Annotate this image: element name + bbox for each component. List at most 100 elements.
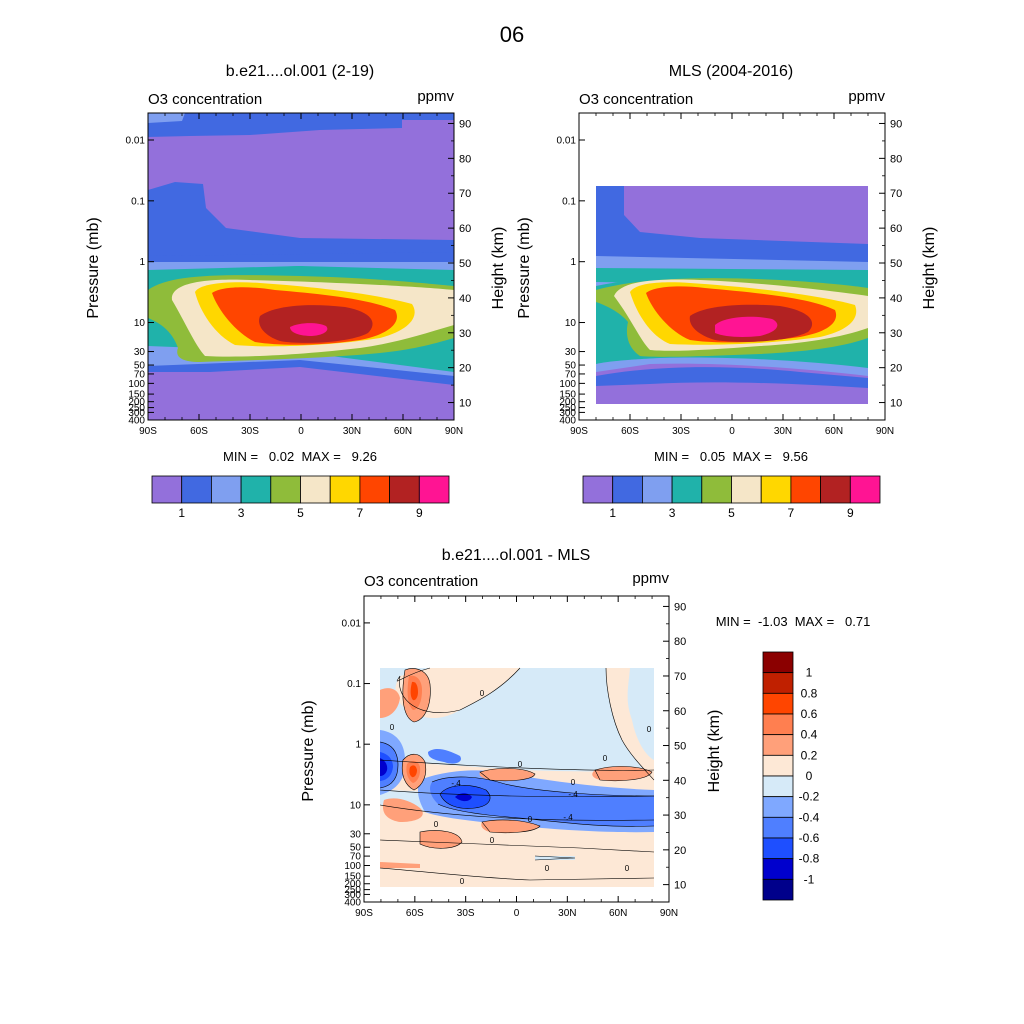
min-max-stats: MIN = -1.03 MAX = 0.71 <box>716 614 871 629</box>
colorbar-label: -0.4 <box>799 810 820 824</box>
height-tick-label: 60 <box>890 223 902 235</box>
height-tick-label: 40 <box>890 293 902 305</box>
colorbar-label: 5 <box>728 506 735 520</box>
y-tick-label: 70 <box>565 369 577 380</box>
contour-label: 0 <box>390 723 395 732</box>
contour-field <box>596 186 868 404</box>
y-tick-label: 70 <box>134 369 146 380</box>
contour-label: -.4 <box>563 813 573 822</box>
y-tick-label: 1 <box>139 257 145 268</box>
height-tick-label: 50 <box>459 258 471 270</box>
colorbar-swatch <box>762 692 794 715</box>
colorbar-label: 0.8 <box>801 686 818 700</box>
y-axis-label-right: Height (km) <box>921 227 938 310</box>
height-tick-label: 70 <box>674 671 686 683</box>
colorbar-swatch <box>760 475 792 504</box>
x-tick-label: 0 <box>729 426 735 437</box>
height-tick-label: 50 <box>890 258 902 270</box>
y-tick-label: 300 <box>128 408 145 419</box>
height-tick-label: 20 <box>890 363 902 375</box>
colorbar-swatch <box>240 475 272 504</box>
y-tick-label: 300 <box>344 890 361 901</box>
x-tick-label: 30S <box>672 426 690 437</box>
y-tick-label: 1 <box>570 257 576 268</box>
x-tick-label: 60S <box>406 908 424 919</box>
y-tick-label: 30 <box>134 347 146 358</box>
colorbar-swatch <box>731 475 762 504</box>
panel-mls: MLS (2004-2016) O3 concentration ppmv 90… <box>516 63 938 520</box>
contour-label: 0 <box>647 725 652 734</box>
contour-band-positive-0.2 <box>382 798 423 822</box>
y-tick-label: 400 <box>559 416 576 427</box>
height-tick-label: 20 <box>674 845 686 857</box>
colorbar-swatch <box>762 878 794 901</box>
contour-line-labels: 0 0 0 -.4 0 -.4 0 -.4 0 0 0 0 0 0 0 <box>390 689 652 886</box>
y-tick-label: 100 <box>128 379 145 390</box>
y-tick-label: 200 <box>344 879 361 890</box>
contour-label: -.4 <box>451 779 461 788</box>
y-tick-label: 0.01 <box>342 618 362 629</box>
colorbar-swatch <box>642 475 673 504</box>
colorbar-swatch <box>762 651 794 674</box>
y-tick-label: 250 <box>344 885 361 896</box>
height-tick-label: 80 <box>674 636 686 648</box>
colorbar: 1 3 5 7 9 <box>151 475 450 520</box>
contour-field <box>379 667 655 887</box>
y-tick-label: 10 <box>134 318 146 329</box>
panel-subtitle-left: O3 concentration <box>579 91 693 108</box>
y-tick-label: 100 <box>344 861 361 872</box>
contour-label: 0 <box>571 778 576 787</box>
colorbar-label: 7 <box>788 506 795 520</box>
contour-band-2 <box>148 182 454 276</box>
y-tick-label: 100 <box>559 379 576 390</box>
contour-label: 0 <box>480 689 485 698</box>
colorbar-swatch <box>849 475 881 504</box>
colorbar-label: 0.2 <box>801 748 818 762</box>
colorbar-swatch <box>762 754 794 777</box>
y-tick-label: 30 <box>565 347 577 358</box>
colorbar-swatch <box>762 734 794 756</box>
y-tick-label: 200 <box>128 397 145 408</box>
y-axis-label-right: Height (km) <box>490 227 507 310</box>
colorbar-swatch <box>300 475 331 504</box>
x-tick-label: 0 <box>514 908 520 919</box>
colorbar-label: 1 <box>806 666 813 680</box>
colorbar-label: -1 <box>804 872 815 886</box>
y-tick-label: 200 <box>559 397 576 408</box>
y-tick-label: 50 <box>565 361 577 372</box>
y-tick-label: 30 <box>350 829 362 840</box>
x-tick-label: 30N <box>558 908 576 919</box>
colorbar-swatch <box>270 475 301 504</box>
contour-band-positive-0.6 <box>409 765 417 778</box>
contour-band-positive-0.2 <box>481 819 540 833</box>
x-tick-label: 30N <box>343 426 361 437</box>
colorbar-swatch <box>671 475 703 504</box>
colorbar-swatch <box>762 672 794 694</box>
contour-band-positive-0.2 <box>420 830 462 849</box>
contour-band-positive-0.2 <box>592 766 652 781</box>
contour-band-2 <box>596 186 868 278</box>
x-tick-label: 90S <box>355 908 373 919</box>
contour-band-negative-0.8 <box>380 758 388 776</box>
contour-band-negative-0.8 <box>455 793 472 802</box>
contour-field <box>148 113 454 420</box>
contour-label: 0 <box>490 836 495 845</box>
contour-band-positive-0.6 <box>410 681 418 701</box>
colorbar-swatch <box>762 816 794 839</box>
colorbar-swatch <box>820 475 851 504</box>
contour-band-positive-small <box>606 668 654 780</box>
y-axis-label: Pressure (mb) <box>516 217 533 318</box>
colorbar-swatch <box>389 475 420 504</box>
colorbar-label: 0 <box>806 769 813 783</box>
x-tick-label: 90S <box>570 426 588 437</box>
height-tick-label: 30 <box>459 328 471 340</box>
colorbar-swatch <box>762 837 794 860</box>
height-tick-label: 70 <box>459 188 471 200</box>
y-tick-label: 0.1 <box>562 196 576 207</box>
x-tick-label: 60S <box>190 426 208 437</box>
y-tick-label: 250 <box>128 403 145 414</box>
colorbar-swatch <box>210 475 242 504</box>
panel-subtitle-left: O3 concentration <box>364 573 478 590</box>
figure-title: 06 <box>500 22 524 47</box>
